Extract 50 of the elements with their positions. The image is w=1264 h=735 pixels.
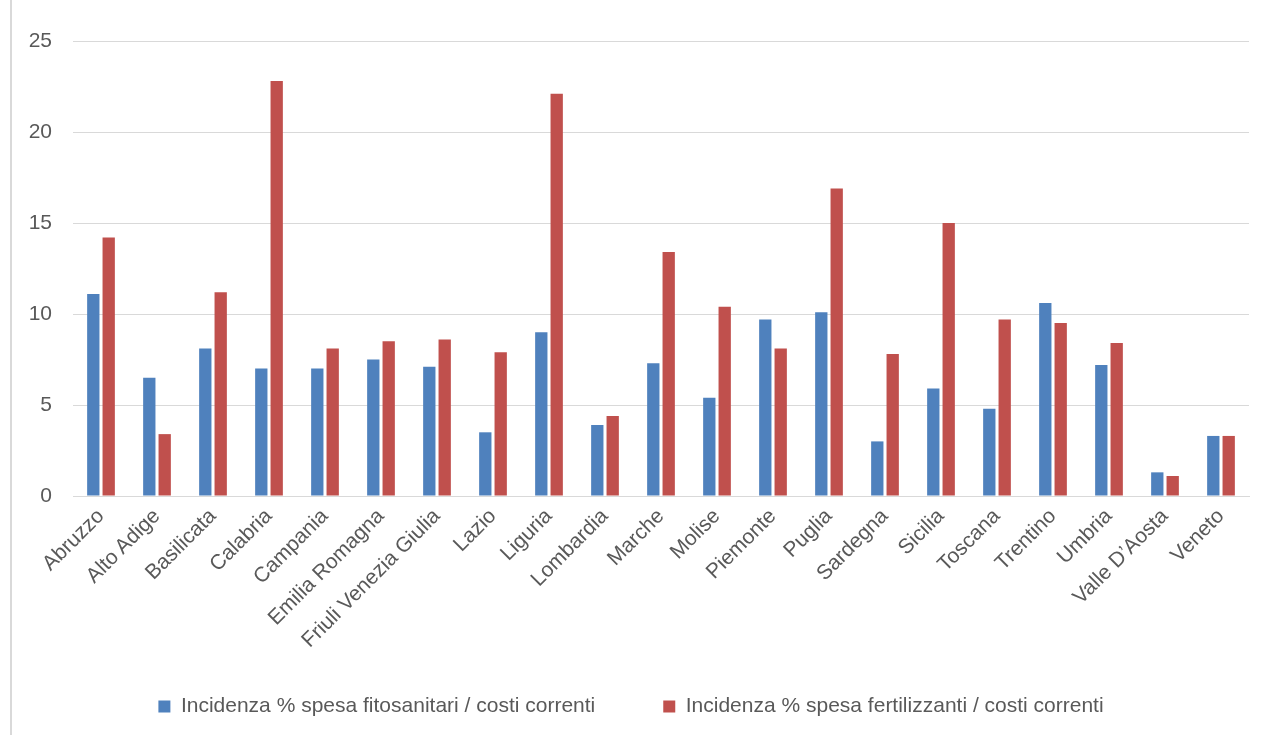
bar [927, 388, 940, 496]
bar [591, 425, 604, 496]
bar [423, 366, 436, 496]
bar [647, 363, 660, 496]
bar [606, 415, 619, 496]
bar [1039, 303, 1052, 496]
y-tick-label: 20 [28, 118, 52, 142]
legend-label: Incidenza % spesa fertilizzanti / costi correnti [685, 693, 1104, 717]
y-tick-label: 15 [28, 209, 52, 233]
bar [1054, 323, 1067, 496]
bar [494, 352, 507, 496]
bar [438, 339, 451, 496]
bar [815, 312, 828, 496]
bar [479, 432, 492, 496]
bar [550, 93, 563, 496]
bar [703, 397, 716, 496]
bar [759, 319, 772, 496]
bar [87, 293, 100, 496]
bar [830, 188, 843, 496]
bar [718, 306, 731, 496]
bar [255, 368, 268, 496]
bar [886, 354, 899, 496]
bar [1151, 472, 1164, 496]
y-tick-label: 10 [28, 300, 52, 324]
bar [1095, 364, 1108, 496]
bar [942, 223, 955, 496]
y-tick-label: 25 [28, 27, 52, 51]
bar [326, 348, 339, 496]
bar [1207, 435, 1220, 496]
bar [382, 341, 395, 496]
bar [102, 237, 115, 496]
bar [367, 359, 380, 496]
bar [774, 348, 787, 496]
bar [998, 319, 1011, 496]
bar [199, 348, 212, 496]
y-tick-label: 0 [40, 482, 52, 506]
bar [871, 441, 884, 496]
legend-label: Incidenza % spesa fitosanitari / costi correnti [180, 693, 596, 717]
bar [311, 368, 324, 496]
bar [214, 292, 227, 496]
bar [1110, 343, 1123, 496]
bar [662, 252, 675, 496]
bar [983, 408, 996, 496]
bar [143, 377, 156, 496]
bar [1222, 435, 1235, 496]
bar [535, 332, 548, 496]
bar [1166, 475, 1179, 496]
bar [270, 81, 283, 496]
bar [158, 434, 171, 496]
y-tick-label: 5 [40, 391, 52, 415]
